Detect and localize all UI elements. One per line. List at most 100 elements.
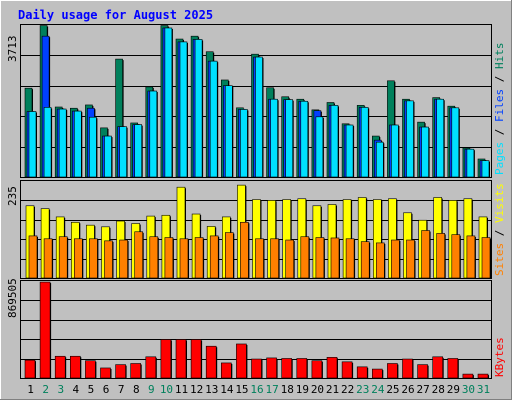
kbytes-bar <box>281 358 293 379</box>
pages-bar <box>149 90 158 178</box>
kbytes-bar <box>175 339 187 379</box>
sites-bar <box>330 237 340 279</box>
pages-bar <box>285 99 294 178</box>
kbytes-bar <box>145 356 157 379</box>
kbytes-bar <box>130 363 141 379</box>
kbytes-bar <box>371 368 383 379</box>
kbytes-bar <box>432 356 444 379</box>
day-label: 14 <box>220 383 234 396</box>
pages-bar <box>406 100 414 178</box>
day-label: 1 <box>27 383 34 396</box>
sites-bar <box>240 221 249 279</box>
kbytes-bar <box>100 367 111 379</box>
sites-bar <box>436 233 446 279</box>
kbytes-bar <box>296 358 308 379</box>
kbytes-bar <box>70 355 81 379</box>
pages-bar <box>134 124 142 178</box>
kbytes-max-label: 869505 <box>6 278 19 318</box>
legend-hits: Hits <box>493 43 506 70</box>
svg-text:Pages / Files / Hits: Pages / Files / Hits <box>493 43 506 176</box>
sites-bar <box>391 239 400 279</box>
pages-bar <box>360 107 369 178</box>
sites-bar <box>28 235 38 279</box>
pages-bar <box>240 109 248 178</box>
kbytes-bar <box>39 281 51 379</box>
sites-bar <box>360 241 370 279</box>
day-label: 12 <box>190 383 203 396</box>
kbytes-bar <box>54 355 66 379</box>
legend-sites: Sites <box>493 243 506 276</box>
legend-kbytes-text: KBytes <box>493 337 506 377</box>
kbytes-bar <box>387 363 398 379</box>
pages-bar <box>330 105 339 178</box>
legend-sep-2: / <box>493 69 506 89</box>
pages-bar <box>225 85 233 178</box>
legend-files: Files <box>493 89 506 122</box>
x-axis-day-labels: 1 2 3 4 5 6 7 8 9 10 11 12 13 14 15 16 17 18 19 20 21 22 23 24 2… <box>27 383 490 396</box>
day-label: 15 <box>235 383 248 396</box>
hits-max-label: 3713 <box>6 36 19 63</box>
sites-bar <box>466 235 476 279</box>
day-label: 6 <box>103 383 110 396</box>
sites-bar <box>74 238 83 279</box>
kbytes-bar <box>251 358 262 379</box>
sites-bar <box>179 238 189 279</box>
kbytes-bar <box>356 366 368 379</box>
day-label: 20 <box>311 383 324 396</box>
pages-bar <box>164 27 173 178</box>
day-label: 31 <box>477 383 490 396</box>
sites-bar <box>194 237 204 279</box>
day-label: 30 <box>462 383 475 396</box>
day-label: 5 <box>88 383 95 396</box>
day-label: 29 <box>447 383 460 396</box>
kbytes-bar <box>341 361 353 379</box>
day-label: 17 <box>266 383 279 396</box>
sites-bar <box>119 239 128 279</box>
sites-bar <box>406 239 415 279</box>
day-label: 19 <box>296 383 309 396</box>
day-label: 10 <box>160 383 173 396</box>
kbytes-bar <box>462 373 474 379</box>
day-label: 16 <box>250 383 263 396</box>
legend-hits-files-pages: Pages / Files / Hits <box>493 43 506 176</box>
legend-visits: Visits <box>493 183 506 223</box>
kbytes-bar <box>160 339 172 379</box>
sites-bar <box>89 238 98 279</box>
pages-bar <box>315 116 324 178</box>
sites-bar <box>225 232 234 279</box>
day-label: 25 <box>386 383 399 396</box>
sites-bar <box>285 239 295 279</box>
day-label: 27 <box>417 383 430 396</box>
pages-bar <box>58 108 67 178</box>
legend-kbytes: KBytes <box>493 337 506 377</box>
pages-bar <box>194 39 203 178</box>
sites-bar <box>134 231 143 279</box>
day-label: 28 <box>432 383 445 396</box>
kbytes-bar <box>190 339 202 379</box>
day-label: 11 <box>175 383 188 396</box>
pages-bar <box>104 135 112 178</box>
sites-bar <box>270 238 279 279</box>
chart-title: Daily usage for August 2025 <box>18 8 213 22</box>
sites-bar <box>451 234 461 279</box>
sites-bar <box>421 230 430 279</box>
pages-bar <box>300 100 309 178</box>
kbytes-bar <box>417 364 428 379</box>
day-label: 13 <box>205 383 218 396</box>
sites-bar <box>164 237 174 279</box>
pages-bar <box>466 148 475 178</box>
day-label: 4 <box>73 383 80 396</box>
sites-bar <box>255 238 264 279</box>
bars-hits-files-pages <box>24 25 490 179</box>
bars-kbytes <box>24 281 489 379</box>
sites-bar <box>345 238 355 279</box>
sites-bar <box>315 237 325 279</box>
pages-bar <box>391 124 399 178</box>
legend-pages: Pages <box>493 142 506 175</box>
pages-bar <box>345 124 354 178</box>
svg-text:KBytes: KBytes <box>493 337 506 377</box>
day-label: 22 <box>341 383 354 396</box>
day-label: 3 <box>57 383 64 396</box>
day-label: 18 <box>281 383 294 396</box>
